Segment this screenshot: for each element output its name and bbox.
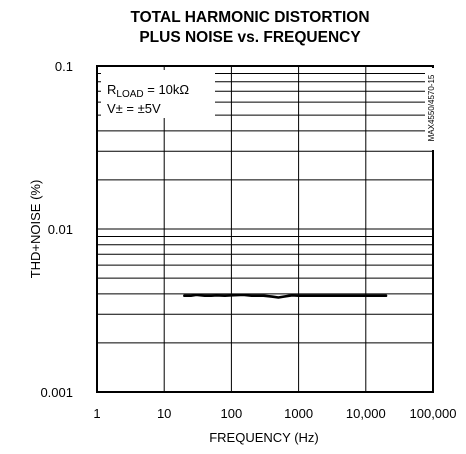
x-tick-label: 10,000: [346, 406, 386, 421]
annotation-load-value: = 10kΩ: [144, 82, 190, 97]
annotation-load: RLOAD = 10kΩ: [107, 82, 189, 100]
y-tick-label: 0.1: [55, 59, 73, 74]
x-tick-labels: 1 10 100 1000 10,000 100,000: [93, 406, 456, 421]
y-tick-labels: 0.001 0.01 0.1: [40, 59, 73, 400]
x-tick-label: 1: [93, 406, 100, 421]
x-tick-label: 100: [221, 406, 243, 421]
y-tick-label: 0.001: [40, 385, 73, 400]
plot-grid: [97, 66, 433, 392]
annotation-background: [101, 70, 215, 118]
chart-title-line1: TOTAL HARMONIC DISTORTION: [130, 9, 369, 26]
x-tick-label: 10: [157, 406, 171, 421]
annotation-supply: V± = ±5V: [107, 101, 161, 116]
series-layer: [183, 293, 388, 299]
part-code-background: [425, 68, 437, 150]
plot-frame: [96, 65, 434, 393]
chart-title-line2: PLUS NOISE vs. FREQUENCY: [139, 29, 361, 46]
annotation-load-sub: LOAD: [116, 89, 143, 100]
x-tick-label: 1000: [284, 406, 313, 421]
x-tick-label: 100,000: [410, 406, 457, 421]
annotation-load-r: R: [107, 82, 116, 97]
y-axis-label: THD+NOISE (%): [28, 180, 43, 279]
series-line-thd-noise: [183, 293, 388, 299]
x-axis-label: FREQUENCY (Hz): [209, 430, 319, 445]
part-code: MAX4550/4570-15: [427, 74, 436, 141]
y-tick-label: 0.01: [48, 222, 73, 237]
